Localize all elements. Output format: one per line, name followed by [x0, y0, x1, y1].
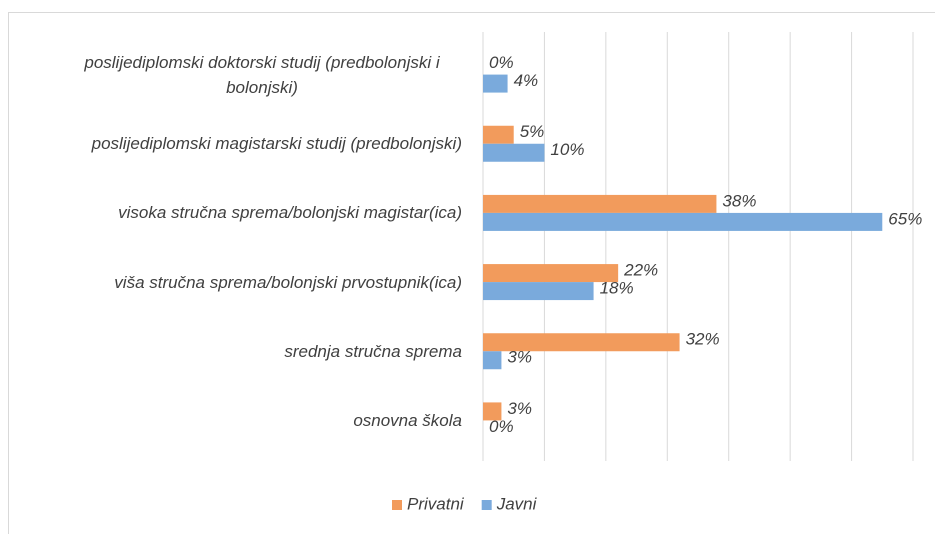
y-tick-label: osnovna škola: [353, 410, 462, 430]
y-tick-label: viša stručna sprema/bolonjski prvostupni…: [114, 272, 462, 292]
chart-frame: [8, 12, 935, 534]
category-label-box: srednja stručna sprema: [2, 317, 462, 386]
data-label: 4%: [514, 71, 539, 90]
bar: [483, 212, 883, 231]
data-label: 22%: [623, 261, 658, 280]
category-label-box: viša stručna sprema/bolonjski prvostupni…: [2, 248, 462, 317]
data-label: 3%: [507, 399, 532, 418]
legend-label: Privatni: [407, 494, 465, 513]
bar: [483, 143, 545, 162]
y-tick-label: visoka stručna sprema/bolonjski magistar…: [118, 203, 462, 223]
data-label: 38%: [722, 191, 756, 210]
legend-label: Javni: [496, 494, 538, 513]
category-label-box: poslijediplomski magistarski studij (pre…: [2, 109, 462, 178]
data-label: 32%: [686, 330, 720, 349]
category-label-box: osnovna škola: [2, 386, 462, 455]
bar: [483, 333, 680, 352]
data-label: 0%: [489, 53, 514, 72]
bar: [483, 74, 508, 93]
data-label: 18%: [600, 279, 634, 298]
legend-swatch: [392, 500, 402, 510]
y-tick-label: srednja stručna sprema: [284, 341, 462, 361]
y-tick-label: poslijediplomski doktorski studij (predb…: [84, 52, 440, 97]
data-label: 3%: [507, 348, 532, 367]
data-label: 65%: [888, 209, 922, 228]
data-label: 5%: [520, 122, 545, 141]
bar: [483, 125, 514, 144]
bar: [483, 351, 502, 370]
bar: [483, 194, 717, 213]
bar: [483, 282, 594, 301]
category-label-box: visoka stručna sprema/bolonjski magistar…: [2, 178, 462, 247]
data-label: 10%: [550, 140, 584, 159]
y-tick-label: poslijediplomski magistarski studij (pre…: [91, 134, 462, 154]
data-label: 0%: [489, 417, 514, 436]
bar: [483, 402, 502, 421]
legend-swatch: [481, 500, 492, 510]
bar: [483, 264, 619, 283]
category-label-box: poslijediplomski doktorski studij (predb…: [2, 40, 462, 109]
